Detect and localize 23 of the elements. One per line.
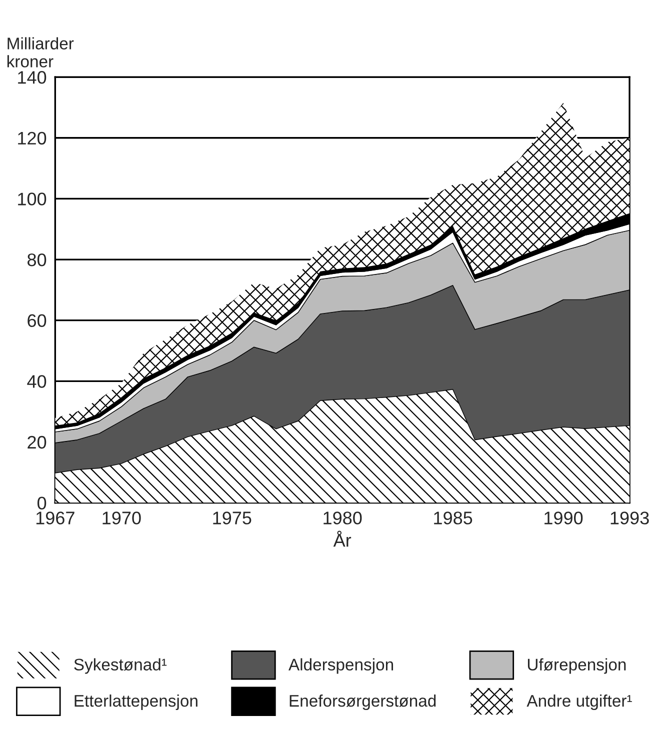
y-tick-label: 100 [18, 192, 46, 206]
y-tick-label: 0 [37, 496, 46, 510]
legend-label: Etterlattepensjon [74, 694, 198, 710]
x-tick-label: 1993 [610, 512, 649, 524]
y-tick-label: 40 [27, 375, 46, 388]
x-tick-label: 1970 [102, 512, 141, 524]
legend-label: Alderspensjon [288, 658, 394, 674]
legend-label: Sykestønad¹ [74, 658, 167, 674]
legend-label: Andre utgifter¹ [526, 694, 632, 710]
x-tick-label: 1975 [213, 512, 252, 524]
legend-label: Eneforsørgerstønad [290, 694, 436, 710]
y-tick-label: 60 [28, 314, 46, 328]
x-tick-label: 1990 [544, 512, 583, 524]
x-axis-title: År [333, 530, 352, 547]
x-tick-label: 1985 [434, 512, 472, 524]
x-tick-label: 1980 [324, 512, 362, 524]
y-tick-label: 20 [28, 436, 46, 449]
x-tick-label: 1967 [36, 512, 74, 524]
y-tick-label: 80 [28, 253, 46, 266]
y-tick-label: 120 [18, 132, 46, 145]
y-tick-label: 140 [18, 71, 46, 84]
y-axis-title: Milliarder kroner [7, 37, 74, 68]
legend-label: Uførepensjon [528, 658, 626, 674]
